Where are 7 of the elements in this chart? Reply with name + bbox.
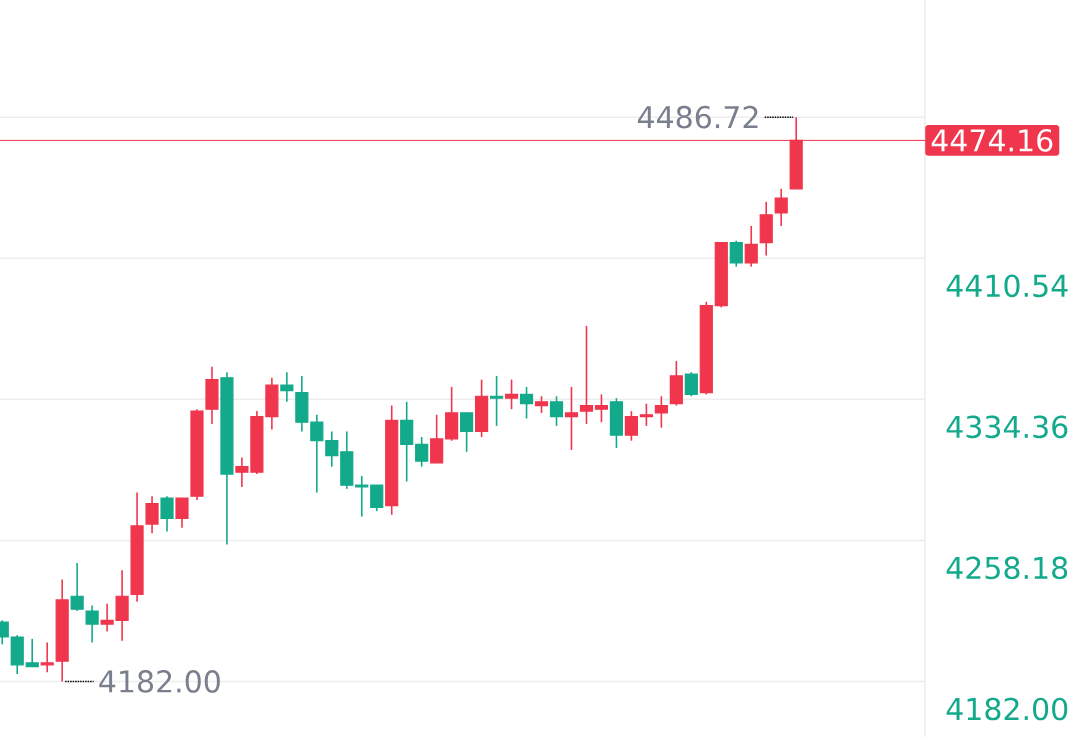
y-tick-label: 4410.54 (946, 274, 1068, 298)
ref-line-label: 4474.16 (931, 129, 1053, 152)
y-tick-label: 4258.18 (946, 556, 1068, 580)
y-tick-label: 4334.36 (946, 415, 1068, 439)
annotation: 4182.00 (99, 670, 220, 693)
y-tick-label: 4182.00 (946, 697, 1068, 721)
annotation: 4486.72 (637, 105, 758, 129)
